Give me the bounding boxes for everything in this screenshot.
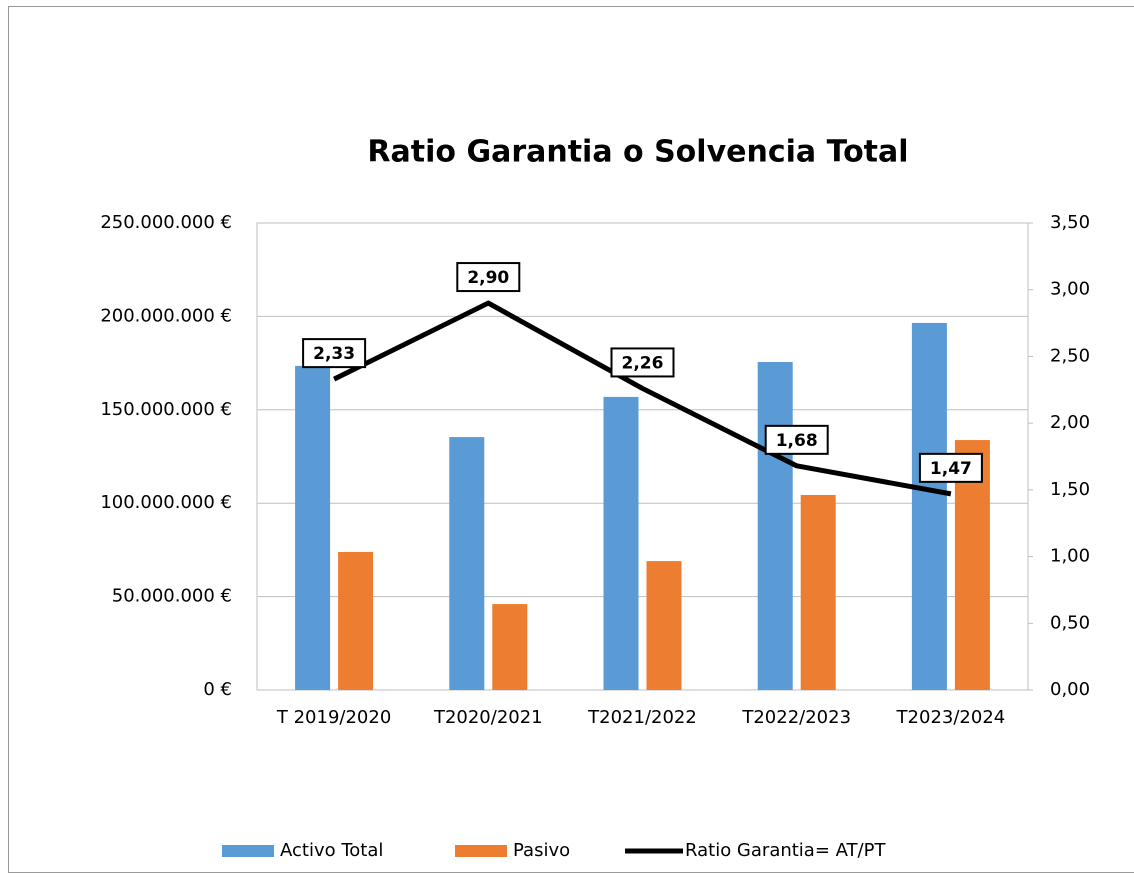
- y2-tick-label: 2,00: [1050, 412, 1090, 433]
- x-tick-label: T2021/2022: [587, 707, 697, 728]
- legend-label: Pasivo: [513, 840, 570, 861]
- data-label: 2,26: [622, 353, 664, 373]
- bar: [757, 361, 793, 690]
- y2-tick-label: 1,00: [1050, 546, 1090, 567]
- y2-tick-label: 0,00: [1050, 679, 1090, 700]
- x-tick-label: T2020/2021: [433, 707, 543, 728]
- bar: [492, 604, 528, 690]
- data-label: 1,47: [930, 459, 972, 479]
- y-tick-label: 250.000.000 €: [100, 212, 232, 233]
- data-label-box: [610, 347, 675, 378]
- y2-tick-label: 2,50: [1050, 345, 1090, 366]
- legend-label: Activo Total: [280, 840, 383, 861]
- y-tick-label: 150.000.000 €: [100, 399, 232, 420]
- data-label-box: [764, 424, 829, 455]
- line: [332, 300, 952, 497]
- y2-tick-label: 0,50: [1050, 612, 1090, 633]
- x-tick-label: T2022/2023: [741, 707, 851, 728]
- x-tick-label: T2023/2024: [896, 707, 1006, 728]
- bar: [338, 551, 374, 690]
- y2-tick-label: 1,50: [1050, 479, 1090, 500]
- bar: [295, 365, 331, 690]
- y-tick-label: 100.000.000 €: [100, 492, 232, 513]
- chart-title: Ratio Garantia o Solvencia Total: [367, 135, 908, 170]
- data-label-box: [918, 452, 983, 483]
- data-label: 2,33: [313, 344, 355, 364]
- bar: [911, 322, 947, 690]
- bar: [800, 494, 836, 690]
- legend-swatch: [455, 845, 507, 857]
- bar: [449, 437, 485, 690]
- legend-label: Ratio Garantia= AT/PT: [685, 840, 886, 861]
- bar: [646, 561, 682, 690]
- data-label-box: [456, 262, 521, 293]
- data-label: 1,68: [776, 431, 818, 451]
- y-tick-label: 50.000.000 €: [112, 586, 232, 607]
- data-label-box: [302, 338, 367, 369]
- y-tick-label: 200.000.000 €: [100, 305, 232, 326]
- y-tick-label: 0 €: [203, 679, 232, 700]
- bar: [603, 396, 639, 690]
- y2-tick-label: 3,00: [1050, 279, 1090, 300]
- data-label: 2,90: [467, 268, 509, 288]
- x-tick-label: T 2019/2020: [276, 707, 391, 728]
- y2-tick-label: 3,50: [1050, 212, 1090, 233]
- legend-swatch: [222, 845, 274, 857]
